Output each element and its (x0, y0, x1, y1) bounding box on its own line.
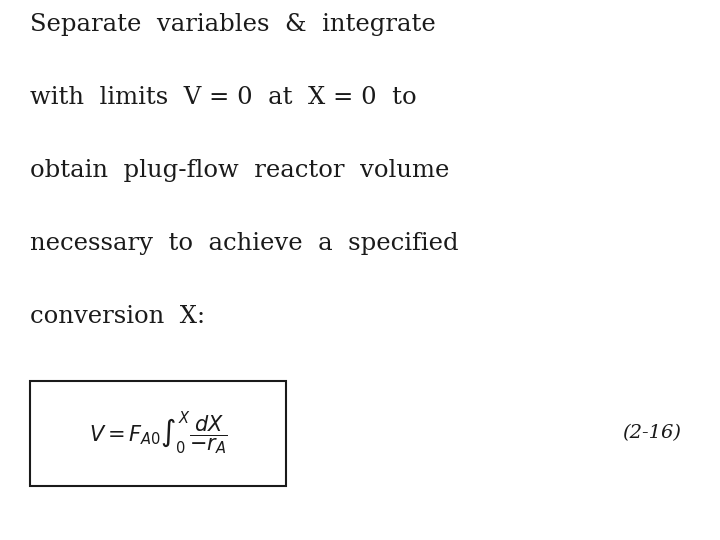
Text: necessary  to  achieve  a  specified: necessary to achieve a specified (30, 232, 459, 255)
Text: $V = F_{A0} \int_{0}^{X} \dfrac{dX}{-r_A}$: $V = F_{A0} \int_{0}^{X} \dfrac{dX}{-r_A… (89, 410, 228, 457)
Text: Separate  variables  &  integrate: Separate variables & integrate (30, 14, 436, 37)
FancyBboxPatch shape (30, 381, 286, 486)
Text: obtain  plug-flow  reactor  volume: obtain plug-flow reactor volume (30, 159, 449, 183)
Text: (2-16): (2-16) (622, 424, 681, 442)
Text: with  limits  V = 0  at  X = 0  to: with limits V = 0 at X = 0 to (30, 86, 417, 110)
Text: conversion  X:: conversion X: (30, 305, 205, 328)
